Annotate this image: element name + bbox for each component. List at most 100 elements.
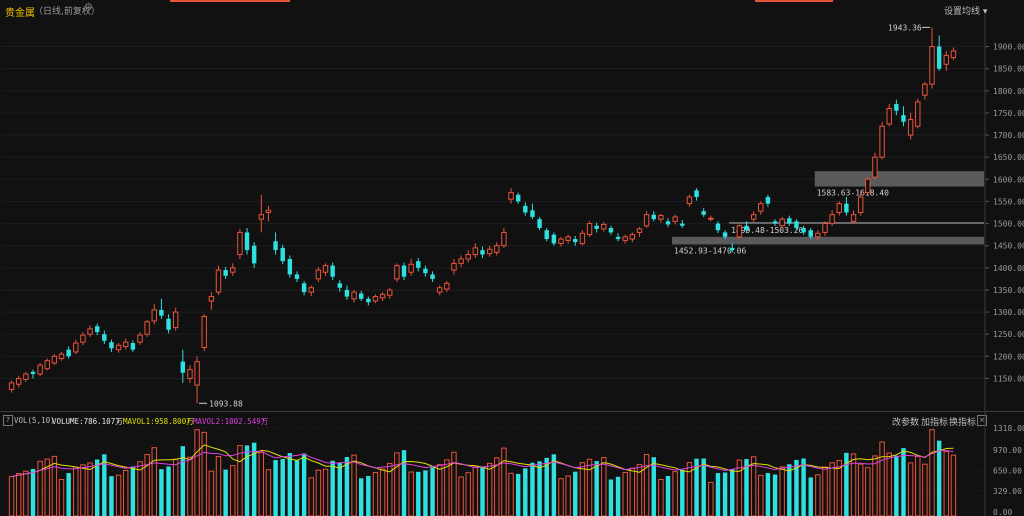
instrument-title[interactable]: 贵金属 <box>5 8 35 19</box>
volume-bar <box>565 475 571 516</box>
volume-bar <box>658 478 664 516</box>
volume-tick-label: 329.00 <box>993 487 1022 496</box>
volume-bar <box>230 465 236 516</box>
add-indicator-link[interactable]: 加指标 <box>921 418 949 428</box>
volume-bar <box>744 459 749 516</box>
volume-bar <box>472 466 479 516</box>
volume-bar <box>865 467 871 516</box>
low-price-label: 1093.88 <box>209 399 243 408</box>
candle-body <box>208 296 215 302</box>
volume-bar <box>451 451 457 516</box>
volume-bar <box>436 464 443 516</box>
volume-tick-label: 650.00 <box>993 467 1022 476</box>
price-tick-label: 1150.00 <box>993 374 1024 383</box>
candle-body <box>358 293 364 299</box>
volume-bar <box>722 472 728 516</box>
volume-bar <box>337 462 343 516</box>
candle-body <box>508 192 514 200</box>
candle-body <box>544 230 549 240</box>
candle-body <box>237 231 243 256</box>
price-chart[interactable]: 1583.63-1618.40 1499.48-1503.26 1452.93-14… <box>0 0 1024 412</box>
help-icon[interactable]: ? <box>3 415 13 426</box>
change-params-link[interactable]: 改参数 <box>892 418 920 428</box>
volume-bar <box>159 469 164 516</box>
volume-bar <box>66 473 71 516</box>
candle-body <box>379 293 386 299</box>
gear-icon[interactable]: ⚙ <box>84 2 93 13</box>
volume-bar <box>23 470 29 516</box>
candles <box>8 27 957 404</box>
ma-setting-button[interactable]: 设置均线 ▾ <box>944 4 987 17</box>
switch-indicator-link[interactable]: 换指标 <box>949 418 977 428</box>
volume-bar <box>772 474 778 516</box>
volume-arrow: ↓ <box>116 416 121 425</box>
candle-body <box>166 318 171 330</box>
candle-body <box>23 373 29 380</box>
candle-body <box>758 203 764 212</box>
volume-bar <box>815 474 821 516</box>
volume-bar <box>265 469 272 516</box>
candle-body <box>680 223 685 226</box>
volume-bar <box>430 467 435 516</box>
candle-body <box>736 225 743 238</box>
volume-grid <box>2 427 985 513</box>
volume-bar <box>701 458 706 516</box>
candle-body <box>51 355 58 364</box>
price-tick-label: 1300.00 <box>993 308 1024 317</box>
volume-bar <box>102 454 107 516</box>
candle-body <box>573 239 578 243</box>
volume-bar <box>915 456 921 516</box>
candle-body <box>301 283 307 293</box>
volume-bar <box>872 455 878 516</box>
candle-body <box>486 248 493 255</box>
candle-body <box>494 245 500 253</box>
volume-bar <box>465 472 471 516</box>
candle-body <box>701 211 706 215</box>
volume-bar <box>87 462 93 516</box>
volume-bar <box>137 461 143 516</box>
candle-body <box>579 232 586 244</box>
candle-body <box>565 236 571 241</box>
candle-body <box>151 309 157 322</box>
volume-bar <box>629 467 636 516</box>
volume-bar <box>686 462 693 516</box>
volume-bar <box>423 470 428 516</box>
volume-bar <box>579 462 586 516</box>
candle-body <box>907 119 914 136</box>
candle-body <box>172 311 179 329</box>
volume-tick-label: 1318.00 <box>993 424 1024 433</box>
volume-bar <box>708 481 714 516</box>
volume-bar <box>44 458 50 516</box>
volume-bar <box>943 451 950 516</box>
volume-bar <box>494 457 500 516</box>
candle-body <box>801 227 806 233</box>
gap-box-label: 1499.48-1503.26 <box>731 226 803 235</box>
volume-bar <box>530 462 535 516</box>
candle-body <box>265 209 272 213</box>
candle-body <box>551 234 557 244</box>
candle-body <box>201 315 207 348</box>
volume-bar <box>544 457 549 516</box>
candle-body <box>765 197 771 204</box>
chart-subtitle: （日线,前复权） <box>34 7 100 17</box>
candle-body <box>636 228 643 233</box>
close-icon[interactable]: × <box>977 415 987 426</box>
price-axis: 1900.00 1850.00 1800.00 1750.00 1700.00 1650.… <box>984 14 1024 411</box>
volume-bar <box>779 466 785 516</box>
candle-body <box>215 269 222 293</box>
volume-bar <box>58 478 65 516</box>
volume-bar <box>8 476 15 516</box>
volume-bar <box>258 452 265 516</box>
candle-body <box>102 334 107 341</box>
candle-body <box>515 194 521 202</box>
volume-bar <box>322 468 329 516</box>
volume-bar <box>444 459 450 516</box>
volume-bar <box>586 458 593 516</box>
candle-body <box>850 214 857 222</box>
candle-body <box>622 236 628 241</box>
volume-bar <box>301 453 307 516</box>
volume-bar <box>936 440 942 516</box>
candle-body <box>180 361 186 373</box>
price-tick-label: 1750.00 <box>993 109 1024 118</box>
volume-bar <box>416 471 421 516</box>
